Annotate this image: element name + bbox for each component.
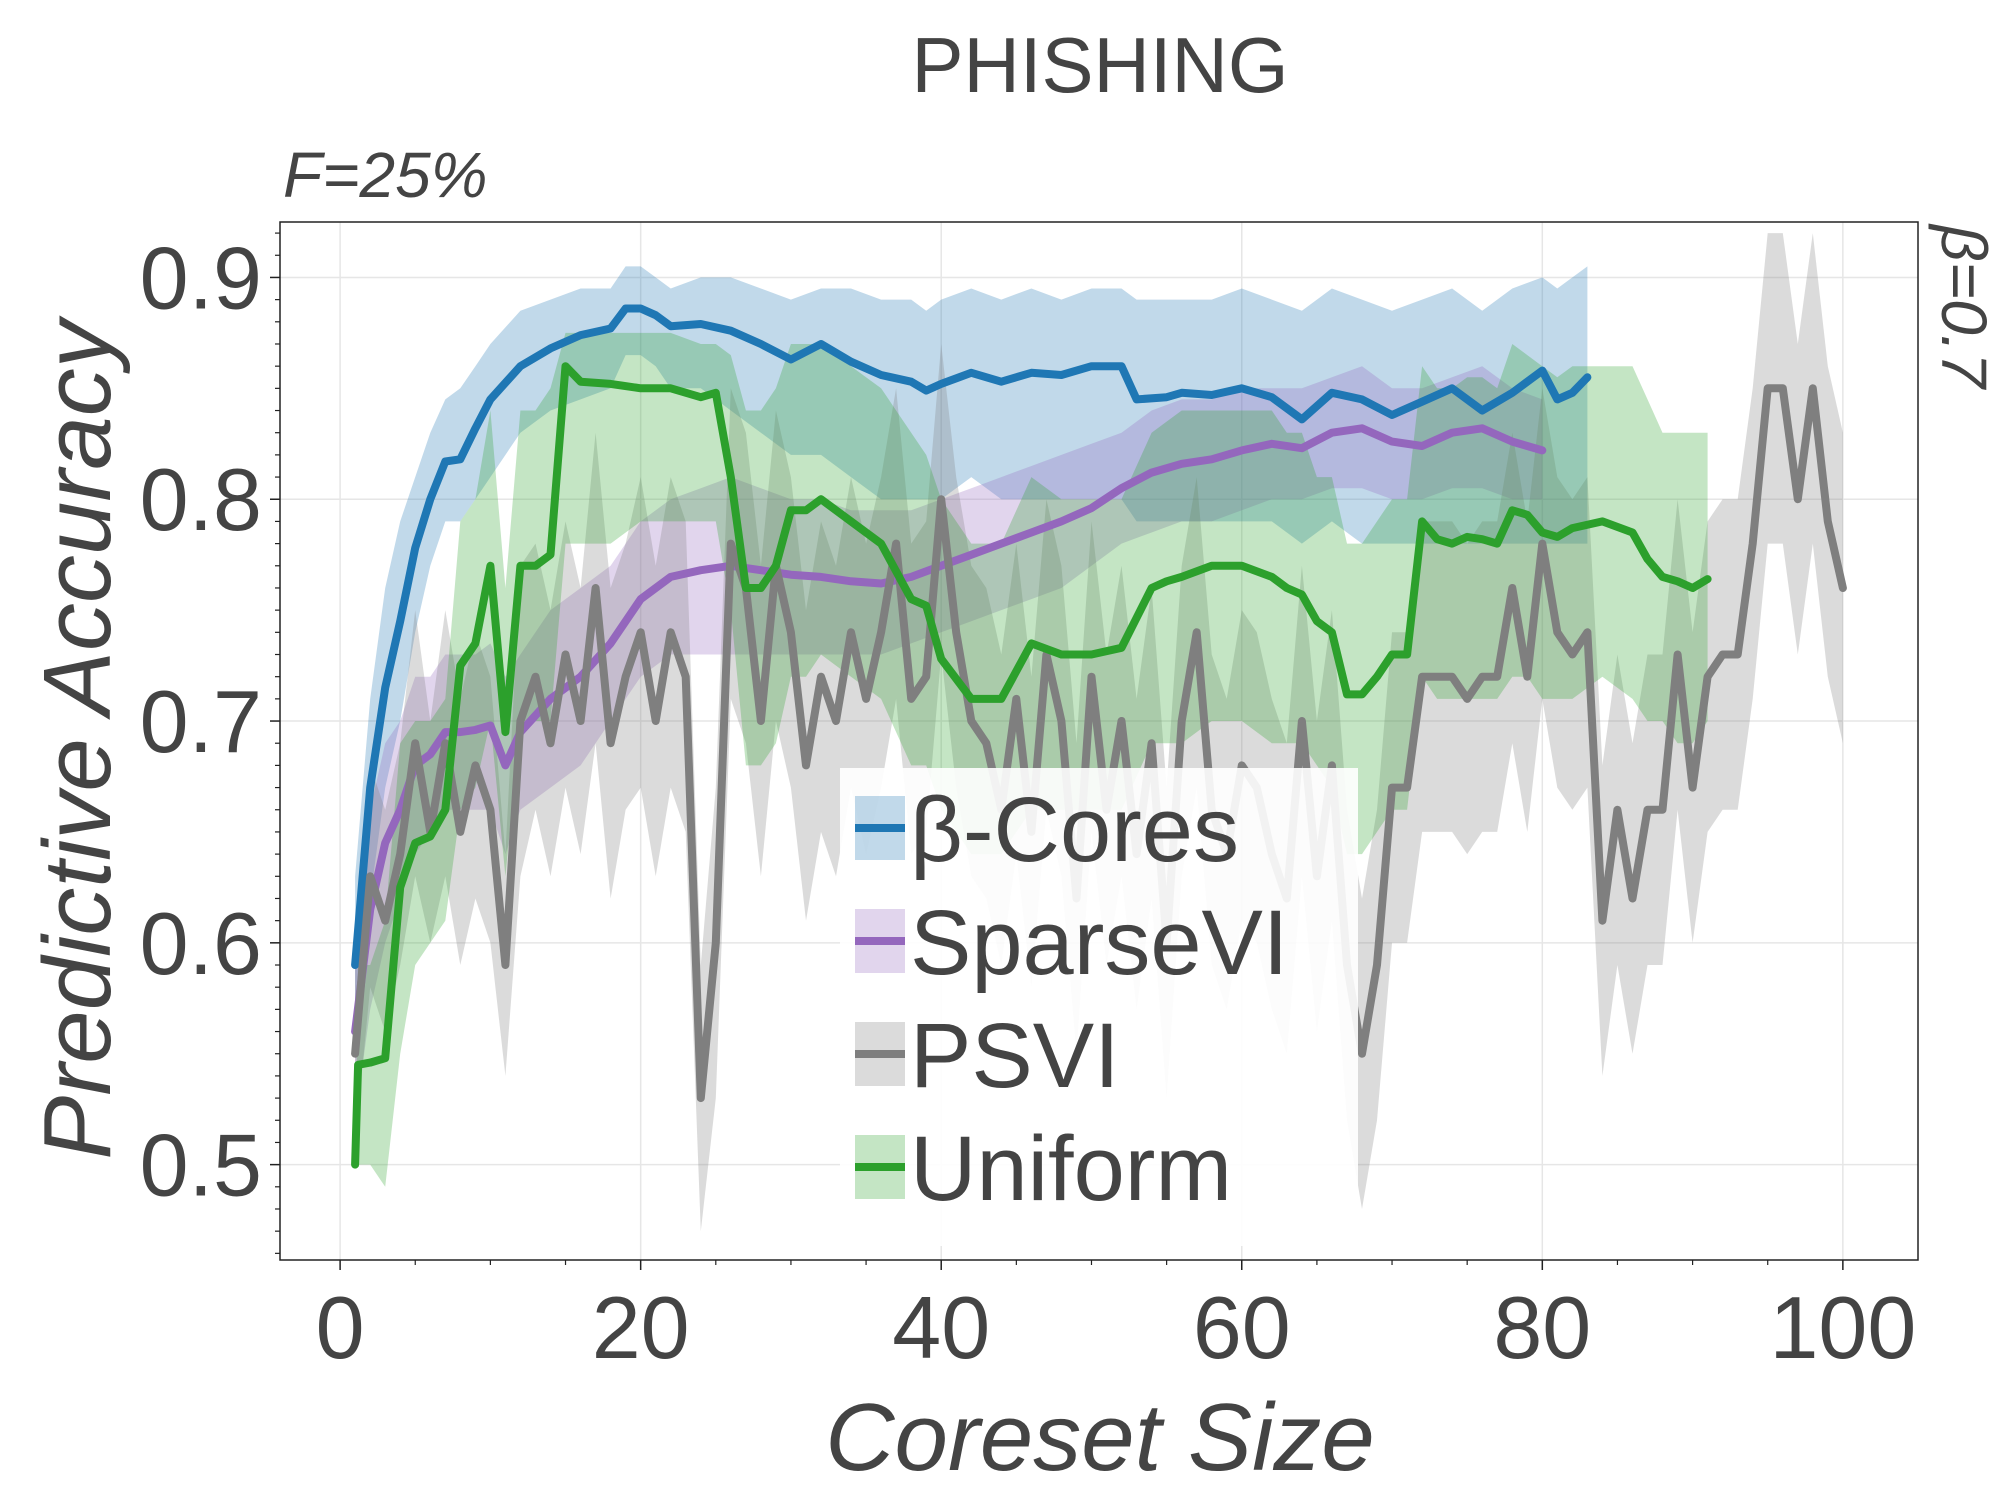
x-tick-label: 40	[892, 1278, 990, 1377]
x-tick-label: 0	[316, 1278, 365, 1377]
legend-box	[840, 768, 1358, 1246]
plot-frame	[279, 221, 1919, 1261]
series-line-3	[351, 362, 1712, 1169]
y-tick-label: 0.9	[140, 228, 262, 327]
x-tick-label: 20	[592, 1278, 690, 1377]
x-axis-label: Coreset Size	[825, 1384, 1375, 1491]
y-tick-label: 0.7	[140, 672, 262, 771]
series-line-1	[351, 424, 1547, 1036]
x-axis: 0 20 40 60 80 100	[316, 1260, 1916, 1377]
legend-label-1: SparseVI	[910, 892, 1288, 994]
corner-label-left: F=25%	[283, 139, 488, 211]
y-axis-label: Predictive Accuracy	[24, 315, 131, 1159]
series-line-2	[351, 384, 1847, 1103]
series-lines	[351, 304, 1847, 1169]
band-1	[355, 366, 1543, 1121]
band-0	[355, 266, 1588, 1054]
y-tick-label: 0.5	[140, 1116, 262, 1215]
series-line-0	[351, 304, 1592, 969]
x-tick-label: 60	[1193, 1278, 1291, 1377]
legend-label-2: PSVI	[910, 1005, 1120, 1107]
legend-label-3: Uniform	[910, 1118, 1232, 1220]
y-tick-label: 0.8	[140, 450, 262, 549]
chart-title: PHISHING	[911, 21, 1288, 109]
x-tick-label: 80	[1493, 1278, 1591, 1377]
legend-label-0: β-Cores	[910, 779, 1239, 881]
corner-label-right: β=0.7	[1928, 223, 2000, 390]
y-tick-label: 0.6	[140, 894, 262, 993]
y-axis: 0.5 0.6 0.7 0.8 0.9	[140, 228, 280, 1254]
legend: β-Cores SparseVI PSVI Uniform	[840, 768, 1358, 1246]
x-tick-label: 100	[1769, 1278, 1916, 1377]
band-3	[355, 332, 1708, 1187]
